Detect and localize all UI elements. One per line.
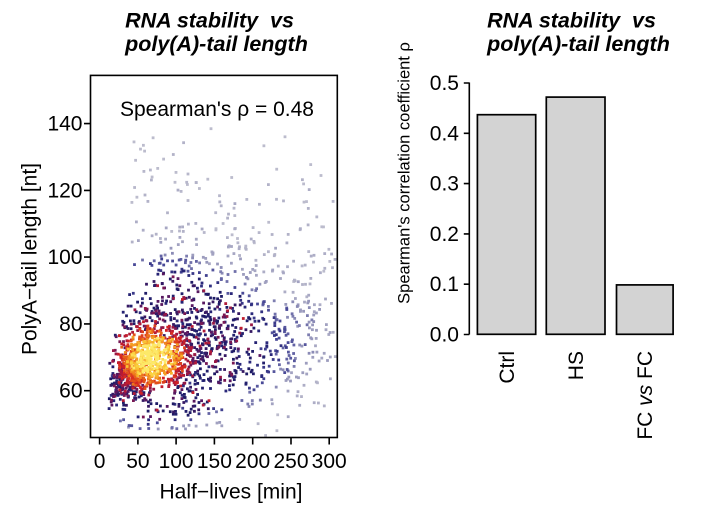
svg-text:Half−lives [min]: Half−lives [min]: [160, 481, 303, 504]
svg-text:0.1: 0.1: [430, 273, 459, 296]
svg-text:PolyA−tail length [nt]: PolyA−tail length [nt]: [18, 163, 41, 355]
svg-text:Spearman's ρ = 0.48: Spearman's ρ = 0.48: [120, 98, 314, 121]
svg-text:0.5: 0.5: [430, 72, 459, 95]
svg-text:140: 140: [47, 113, 82, 136]
svg-text:FC vs FC: FC vs FC: [634, 351, 657, 440]
svg-text:50: 50: [126, 450, 149, 473]
svg-text:100: 100: [47, 246, 82, 269]
svg-text:poly(A)-tail length: poly(A)-tail length: [486, 32, 670, 56]
svg-text:100: 100: [159, 450, 194, 473]
svg-text:120: 120: [47, 179, 82, 202]
svg-text:RNA stability vs: RNA stability vs: [487, 9, 656, 33]
svg-text:0.0: 0.0: [430, 324, 459, 347]
svg-text:poly(A)-tail length: poly(A)-tail length: [124, 32, 308, 56]
svg-text:0.3: 0.3: [430, 173, 459, 196]
svg-text:80: 80: [59, 313, 82, 336]
svg-text:0: 0: [94, 450, 106, 473]
svg-text:HS: HS: [565, 351, 588, 380]
svg-text:250: 250: [273, 450, 308, 473]
svg-text:60: 60: [59, 380, 82, 403]
svg-text:150: 150: [197, 450, 232, 473]
svg-text:0.4: 0.4: [430, 122, 460, 145]
svg-text:0.2: 0.2: [430, 223, 459, 246]
svg-text:200: 200: [235, 450, 270, 473]
svg-text:Spearman's correlation coeffic: Spearman's correlation coefficient ρ: [396, 42, 414, 304]
svg-text:300: 300: [312, 450, 347, 473]
svg-text:Ctrl: Ctrl: [496, 351, 519, 384]
svg-text:RNA stability vs: RNA stability vs: [125, 9, 294, 33]
